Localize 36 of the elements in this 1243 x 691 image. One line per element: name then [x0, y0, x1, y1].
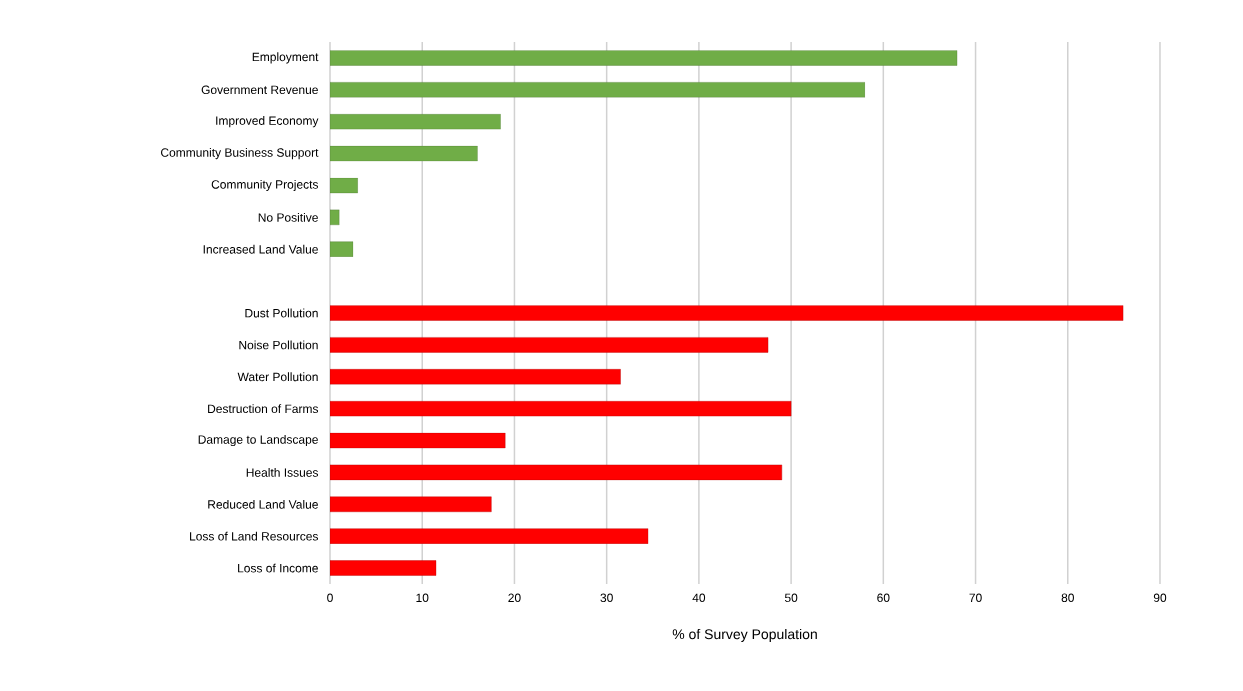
x-axis-title: % of Survey Population — [672, 628, 817, 642]
x-tick-label: 70 — [969, 593, 982, 603]
y-tick-label: No Positive — [258, 212, 318, 222]
y-tick-label: Improved Economy — [216, 116, 319, 128]
y-tick-label: Health Issues — [246, 468, 319, 477]
y-tick-label: Community Business Support — [161, 148, 319, 160]
y-tick-label: Damage to Landscape — [198, 434, 318, 447]
x-tick-label: 50 — [784, 593, 798, 603]
bar — [330, 145, 478, 162]
y-tick-label: Increased Land Value — [203, 244, 318, 254]
x-tick-label: 80 — [1061, 593, 1074, 603]
y-tick-label: Loss of Land Resources — [190, 531, 319, 541]
bar — [330, 50, 958, 66]
x-tick-label: 60 — [877, 593, 890, 603]
x-tick-label: 90 — [1153, 593, 1167, 603]
bar — [330, 400, 792, 417]
x-tick-label: 20 — [508, 593, 521, 603]
bar — [330, 560, 437, 576]
y-tick-label: Loss of Income — [238, 563, 318, 573]
x-tick-label: 0 — [327, 593, 333, 603]
x-tick-label: 30 — [600, 593, 613, 603]
x-tick-label: 10 — [416, 593, 429, 603]
y-tick-label: Destruction of Farms — [208, 404, 319, 414]
bar — [330, 241, 354, 257]
bar — [330, 177, 358, 194]
y-tick-label: Reduced Land Value — [208, 499, 318, 509]
y-tick-label: Dust Pollution — [245, 308, 318, 318]
y-tick-label: Noise Pollution — [239, 340, 318, 350]
bar — [330, 114, 501, 130]
y-tick-label: Employment — [252, 52, 319, 64]
y-tick-label: Water Pollution — [237, 372, 318, 382]
y-tick-label: Government Revenue — [201, 85, 318, 95]
bar — [330, 432, 506, 449]
bar — [330, 528, 649, 544]
y-tick-label: Community Projects — [211, 179, 319, 192]
x-tick-label: 40 — [692, 593, 706, 603]
